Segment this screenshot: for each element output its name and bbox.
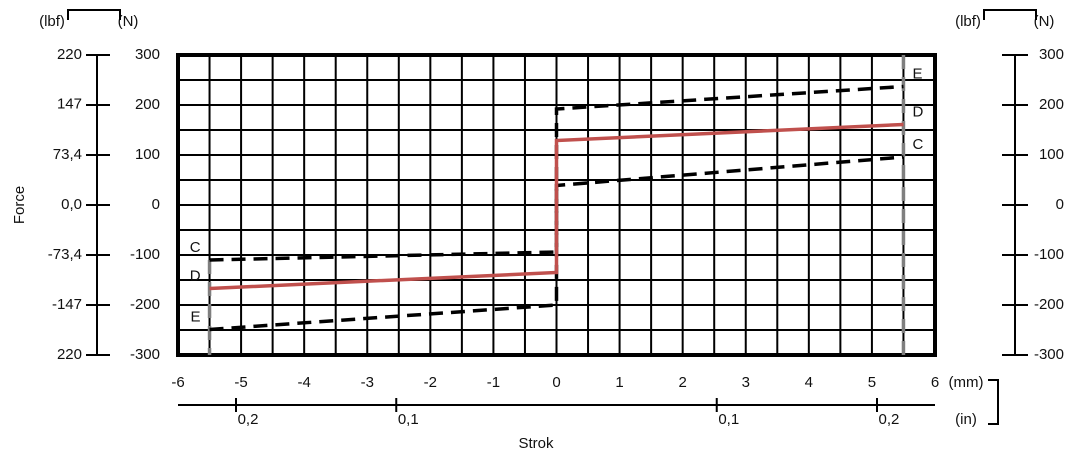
y-unit: (N)	[118, 13, 139, 30]
annotation: E	[912, 65, 922, 82]
y-tick-label: -300	[130, 346, 160, 363]
y-tick-label: -100	[1034, 246, 1064, 263]
y-tick-label: -300	[1034, 346, 1064, 363]
x-tick-label: 5	[868, 374, 876, 391]
y2-tick-label: 220	[57, 46, 82, 63]
x-tick-label: -5	[234, 374, 247, 391]
bracket	[983, 9, 1037, 20]
y-tick-label: 0	[1056, 196, 1064, 213]
x-tick-label: -1	[487, 374, 500, 391]
x2-unit: (in)	[955, 411, 977, 428]
y2-unit: (lbf)	[39, 13, 65, 30]
annotation: D	[912, 103, 923, 120]
y-tick-label: 300	[1039, 46, 1064, 63]
x2-tick-label: 0,1	[718, 411, 739, 428]
y-tick-label: 200	[135, 96, 160, 113]
unit-brackets	[67, 9, 1037, 425]
x-tick-label: 6	[931, 374, 939, 391]
y2-tick-label: -73,4	[48, 246, 82, 263]
y-tick-label: -200	[130, 296, 160, 313]
x-tick-label: -6	[171, 374, 184, 391]
annotation: C	[190, 239, 201, 256]
y2-tick-label: 220	[57, 346, 82, 363]
annotation: E	[191, 308, 201, 325]
y-tick-label: -100	[130, 246, 160, 263]
x-tick-label: 2	[678, 374, 686, 391]
x-tick-label: -3	[361, 374, 374, 391]
x-tick-label: 3	[742, 374, 750, 391]
x-tick-label: -4	[297, 374, 310, 391]
annotation: C	[912, 136, 923, 153]
y2-tick-label: 147	[57, 96, 82, 113]
y-tick-label: 0	[152, 196, 160, 213]
plot-border	[176, 53, 937, 357]
y-tick-label: 300	[135, 46, 160, 63]
x-tick-label: -2	[424, 374, 437, 391]
y2-tick-label: 73,4	[53, 146, 82, 163]
x2-tick-label: 0,1	[398, 411, 419, 428]
y-tick-label: 100	[135, 146, 160, 163]
y2-unit-right: (lbf)	[955, 13, 981, 30]
annotation: D	[190, 267, 201, 284]
x2-tick-label: 0,2	[238, 411, 259, 428]
x-tick-label: 1	[615, 374, 623, 391]
x-tick-label: 4	[805, 374, 813, 391]
x-axis-title: Strok	[518, 435, 554, 452]
x-unit: (mm)	[949, 374, 984, 391]
bracket	[67, 9, 121, 20]
x-tick-label: 0	[552, 374, 560, 391]
y-tick-label: -200	[1034, 296, 1064, 313]
y-tick-label: 200	[1039, 96, 1064, 113]
y-axis-title: Force	[11, 186, 28, 224]
bracket	[988, 379, 999, 425]
y-unit-right: (N)	[1034, 13, 1055, 30]
y2-tick-label: -147	[52, 296, 82, 313]
series-line	[209, 122, 904, 291]
y2-tick-label: 0,0	[61, 196, 82, 213]
x2-tick-label: 0,2	[879, 411, 900, 428]
y-tick-label: 100	[1039, 146, 1064, 163]
